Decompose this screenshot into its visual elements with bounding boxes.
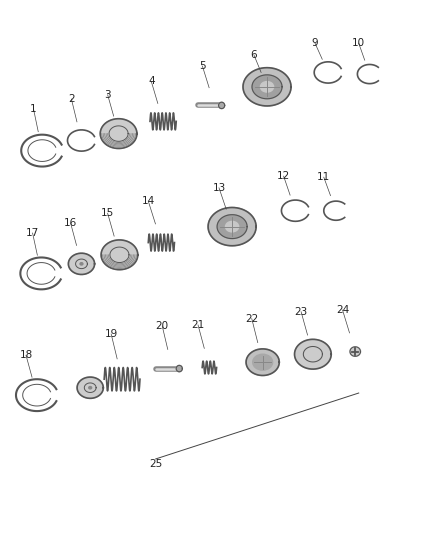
Text: 6: 6 — [251, 50, 257, 60]
Ellipse shape — [77, 377, 103, 398]
Ellipse shape — [246, 349, 279, 375]
Ellipse shape — [101, 240, 138, 270]
Text: 2: 2 — [68, 94, 75, 104]
Ellipse shape — [253, 354, 272, 370]
Ellipse shape — [252, 75, 282, 99]
Ellipse shape — [294, 340, 331, 369]
Text: 5: 5 — [199, 61, 206, 71]
Ellipse shape — [243, 68, 291, 106]
Text: 12: 12 — [277, 171, 290, 181]
Text: 3: 3 — [104, 90, 111, 100]
Ellipse shape — [89, 386, 92, 389]
Ellipse shape — [261, 82, 274, 92]
Ellipse shape — [176, 366, 182, 372]
Text: 18: 18 — [19, 350, 33, 360]
Text: 24: 24 — [336, 305, 349, 315]
Text: 20: 20 — [155, 321, 169, 331]
Ellipse shape — [226, 221, 239, 232]
Text: 10: 10 — [352, 38, 365, 48]
Text: 23: 23 — [294, 306, 308, 317]
Text: 15: 15 — [101, 208, 114, 219]
Text: 22: 22 — [245, 313, 258, 324]
Ellipse shape — [68, 253, 95, 274]
Text: 14: 14 — [141, 196, 155, 206]
Text: 11: 11 — [317, 172, 330, 182]
Text: 21: 21 — [191, 320, 205, 330]
Text: 25: 25 — [149, 459, 162, 469]
Ellipse shape — [80, 263, 83, 265]
Ellipse shape — [350, 347, 360, 357]
Text: 19: 19 — [105, 329, 118, 339]
Text: 13: 13 — [212, 183, 226, 193]
Ellipse shape — [208, 207, 256, 246]
Ellipse shape — [219, 102, 225, 109]
Ellipse shape — [217, 215, 247, 239]
Text: 4: 4 — [148, 77, 155, 86]
Ellipse shape — [100, 119, 137, 149]
Text: 9: 9 — [312, 38, 318, 48]
Text: 16: 16 — [64, 218, 77, 228]
Text: 1: 1 — [30, 103, 37, 114]
Text: 17: 17 — [26, 228, 39, 238]
